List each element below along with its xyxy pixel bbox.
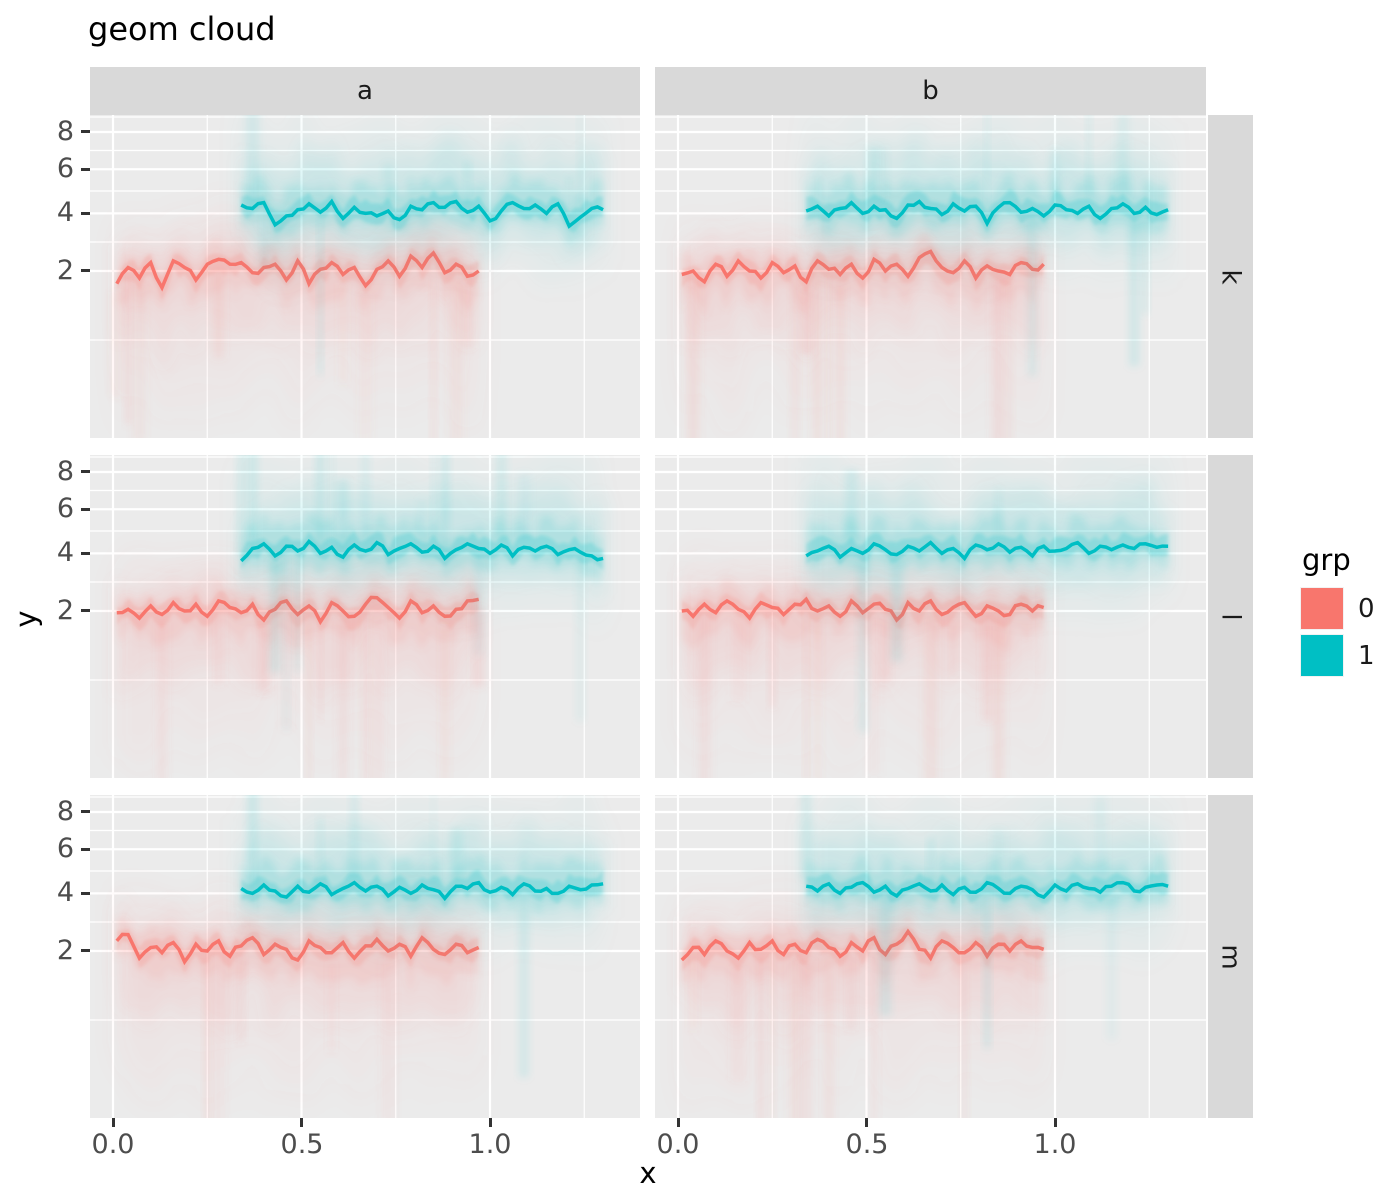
y-tick-label: 2 (56, 255, 74, 286)
y-tick-mark (81, 848, 90, 851)
y-tick-mark (81, 949, 90, 952)
facet-strip-row-l: l (1208, 455, 1253, 778)
x-tick-label: 0.5 (280, 1129, 324, 1160)
panel-b-k (655, 115, 1206, 438)
y-tick-mark (81, 508, 90, 511)
y-tick-mark (81, 609, 90, 612)
panel-b-m (655, 795, 1206, 1118)
y-tick-label: 4 (56, 197, 74, 228)
facet-strip-row-m-label: m (1215, 943, 1246, 970)
y-tick-mark (81, 810, 90, 813)
legend-swatch-1 (1301, 635, 1343, 676)
y-tick-label: 6 (56, 833, 74, 864)
x-tick-label: 1.0 (1033, 1129, 1077, 1160)
panel-a-l (90, 455, 640, 778)
y-tick-mark (81, 168, 90, 171)
facet-strip-col-b: b (655, 67, 1206, 115)
y-tick-label: 6 (56, 153, 74, 184)
legend-key-0 (1300, 587, 1344, 630)
facet-strip-row-m: m (1208, 795, 1253, 1118)
legend-title: grp (1302, 543, 1351, 577)
legend-item-0: 0 (1300, 587, 1375, 630)
x-tick-mark (865, 1118, 868, 1127)
x-tick-mark (112, 1118, 115, 1127)
facet-strip-row-l-label: l (1215, 612, 1246, 621)
y-tick-mark (81, 470, 90, 473)
y-tick-label: 4 (56, 537, 74, 568)
y-tick-label: 6 (56, 493, 74, 524)
x-tick-mark (1054, 1118, 1057, 1127)
chart-title: geom cloud (88, 10, 276, 48)
legend-key-1 (1300, 634, 1344, 677)
y-tick-mark (81, 892, 90, 895)
panel-b-l (655, 455, 1206, 778)
y-tick-label: 2 (56, 595, 74, 626)
y-axis-title: y (9, 610, 43, 628)
y-tick-label: 8 (56, 116, 74, 147)
x-axis-title: x (639, 1156, 657, 1190)
facet-strip-row-k: k (1208, 115, 1253, 438)
x-tick-mark (300, 1118, 303, 1127)
x-tick-mark (489, 1118, 492, 1127)
facet-strip-col-b-label: b (922, 76, 939, 106)
x-tick-label: 0.0 (656, 1129, 700, 1160)
y-tick-mark (81, 130, 90, 133)
panel-a-k (90, 115, 640, 438)
legend-label-0: 0 (1358, 593, 1375, 624)
y-tick-label: 4 (56, 877, 74, 908)
x-tick-label: 0.0 (91, 1129, 135, 1160)
y-tick-mark (81, 212, 90, 215)
facet-strip-col-a-label: a (357, 76, 373, 106)
legend-item-1: 1 (1300, 634, 1375, 677)
x-tick-label: 0.5 (845, 1129, 889, 1160)
panel-a-m (90, 795, 640, 1118)
facet-strip-row-k-label: k (1215, 268, 1246, 285)
legend-label-1: 1 (1358, 640, 1375, 671)
x-tick-label: 1.0 (468, 1129, 512, 1160)
y-tick-label: 2 (56, 935, 74, 966)
legend-swatch-0 (1301, 588, 1343, 629)
y-tick-mark (81, 269, 90, 272)
y-tick-label: 8 (56, 456, 74, 487)
y-tick-mark (81, 552, 90, 555)
x-tick-mark (677, 1118, 680, 1127)
facet-strip-col-a: a (90, 67, 640, 115)
y-tick-label: 8 (56, 796, 74, 827)
